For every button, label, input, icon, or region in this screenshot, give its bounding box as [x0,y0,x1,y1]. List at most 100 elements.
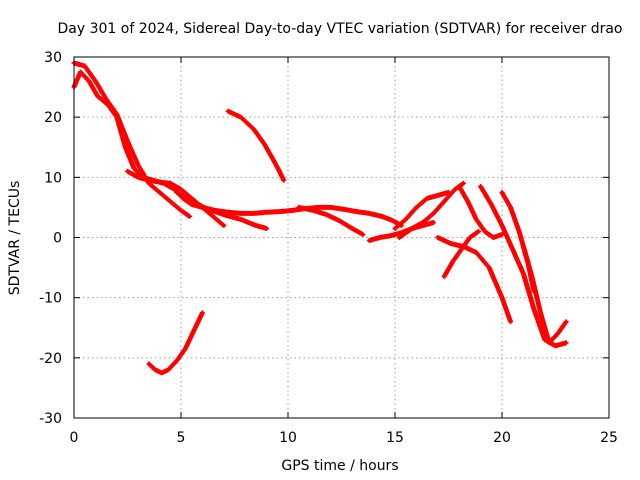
data-point [397,235,401,240]
data-point [158,180,162,184]
data-point [252,211,256,216]
series-track-16 [520,244,569,346]
x-tick-label: 15 [386,430,404,446]
data-point [410,226,414,231]
point-markers [71,69,404,228]
y-tick-label: -30 [39,411,62,427]
data-point [168,181,172,185]
data-point [500,232,504,237]
series-track-10 [396,180,466,240]
data-point [329,205,333,210]
data-point [83,64,87,68]
axis-ticks [73,56,610,419]
data-point [183,347,187,351]
data-point [297,205,301,210]
data-point [489,202,493,207]
data-point [361,232,365,237]
data-point [391,219,395,223]
data-point [282,178,286,182]
data-point [468,235,472,240]
data-point [479,184,483,188]
data-point [324,213,329,217]
data-point [132,166,136,170]
data-point [457,184,461,188]
data-point [179,187,183,191]
series-track-3 [125,168,227,228]
data-point [431,211,436,216]
data-point [254,223,258,228]
y-tick-label: -20 [39,351,62,367]
data-point [459,247,463,252]
data-point [147,178,151,182]
data-point [337,219,341,223]
data-point [367,211,371,216]
data-point [239,115,243,119]
data-point [147,362,151,366]
data-point [517,229,521,234]
data-point [93,79,97,83]
data-point [166,368,170,372]
series-track-12 [441,229,481,280]
series-track-7 [296,204,366,237]
data-point [78,70,83,74]
data-point [277,169,282,173]
data-point [123,145,127,149]
series-track-1 [71,69,404,228]
data-point [500,190,504,194]
data-point [500,296,504,300]
data-points [71,60,569,376]
data-point [389,234,393,238]
x-tick-label: 0 [70,430,79,446]
series-track-5 [146,310,205,376]
data-point [453,187,457,191]
data-point [547,341,551,345]
y-tick-label: -10 [39,291,62,307]
y-tick-label: 0 [53,231,62,247]
data-point [421,220,425,225]
data-point [200,311,204,315]
series-track-13 [456,183,505,240]
data-point [436,235,440,240]
data-point [354,210,359,214]
data-point [226,109,230,113]
data-point [530,275,534,279]
data-point [87,79,91,83]
x-tick-label: 20 [493,430,511,446]
y-tick-label: 30 [44,50,62,66]
data-point [508,205,513,210]
data-point [451,259,455,264]
data-point [556,332,560,336]
data-point [367,238,371,243]
data-point [442,275,446,279]
data-point [511,247,515,252]
chart-title: Day 301 of 2024, Sidereal Day-to-day VTE… [57,21,622,37]
data-point [265,210,269,214]
data-point [153,368,157,372]
y-axis-label: SDTVAR / TECUs [7,181,23,296]
data-point [500,223,504,228]
data-point [487,265,491,270]
data-point [312,208,316,213]
data-point [190,199,194,203]
data-point [508,320,513,324]
data-point [474,217,478,222]
series-track-4 [174,189,270,231]
series-track-9 [392,189,451,231]
data-point [175,359,179,363]
data-point [252,127,256,131]
x-tick-label: 25 [600,430,618,446]
data-point [393,226,397,231]
data-point [466,199,470,203]
data-point [271,157,275,161]
data-point [425,196,429,200]
data-point [553,344,558,348]
data-point [265,226,269,231]
x-tick-label: 5 [177,430,186,446]
data-point [211,214,215,219]
data-point [160,371,164,375]
data-point [168,199,172,203]
series-track-14 [478,183,569,349]
data-point [104,97,108,101]
data-point [290,208,294,213]
